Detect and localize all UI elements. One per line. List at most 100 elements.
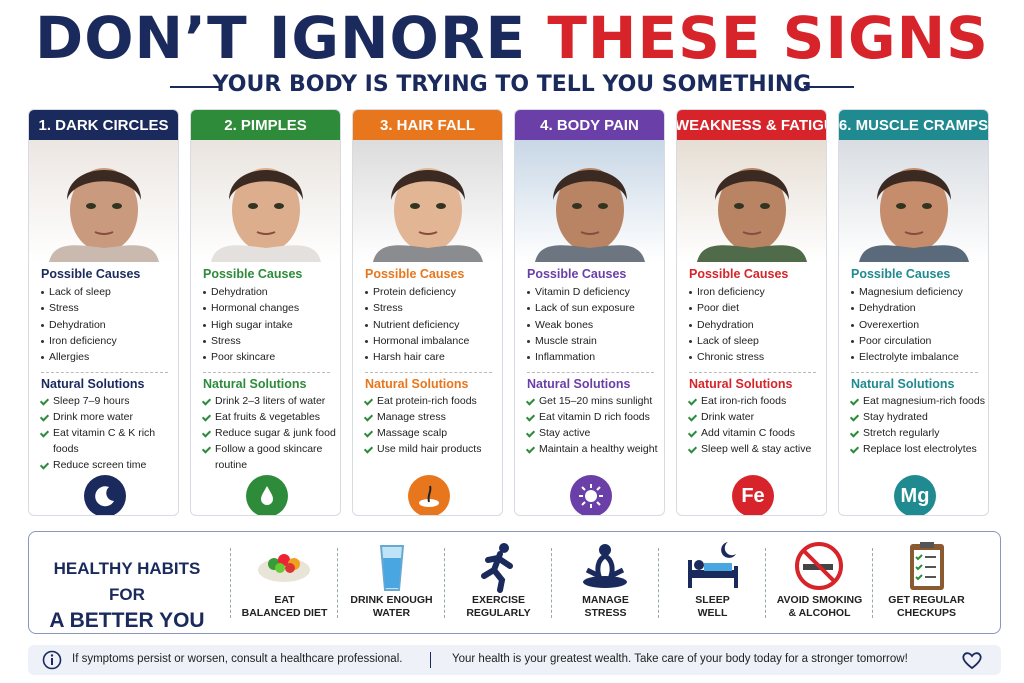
causes: Possible Causes Dehydration Hormonal chang… xyxy=(191,262,340,473)
divider xyxy=(230,548,231,618)
solution-item: Sleep 7–9 hours xyxy=(41,394,178,410)
habit-icon xyxy=(794,542,843,590)
solution-item: Eat iron-rich foods xyxy=(689,394,826,410)
habits-title-line: HEALTHY HABITS FOR xyxy=(53,559,201,604)
habits-title: HEALTHY HABITS FOR A BETTER YOU xyxy=(37,556,217,634)
card-icon xyxy=(84,475,126,515)
habit-label-line: MANAGE xyxy=(582,594,629,606)
cause-item: Vitamin D deficiency xyxy=(527,284,664,300)
habit-label: MANAGE STRESS xyxy=(553,594,658,620)
habit-label-line: SLEEP xyxy=(695,594,730,606)
footer-message: Your health is your greatest wealth. Tak… xyxy=(452,653,908,665)
cause-item: Iron deficiency xyxy=(689,284,826,300)
habit-label-line: EAT xyxy=(274,594,295,606)
card: 6. MUSCLE CRAMPS Possible Causes Magnesium… xyxy=(838,109,989,516)
solution-item: Reduce screen time xyxy=(41,458,178,474)
habit-label-line: WELL xyxy=(697,607,728,619)
card: 1. DARK CIRCLES Possible Causes Lack of sl… xyxy=(28,109,179,516)
separator xyxy=(689,372,816,374)
cause-item: Stress xyxy=(365,300,502,316)
card-icon: Fe xyxy=(732,475,774,515)
separator xyxy=(851,372,978,374)
cause-item: Stress xyxy=(41,300,178,316)
solution-item: Drink 2–3 liters of water xyxy=(203,394,340,410)
card: 2. PIMPLES Possible Causes Dehydration Horm… xyxy=(190,109,341,516)
solution-item: Massage scalp xyxy=(365,426,502,442)
habit: AVOID SMOKING & ALCOHOL xyxy=(767,532,872,632)
habit-label: EAT BALANCED DIET xyxy=(232,594,337,620)
solution-item: Get 15–20 mins sunlight xyxy=(527,394,664,410)
causes-heading: Possible Causes xyxy=(851,267,951,281)
solutions-heading: Natural Solutions xyxy=(527,377,631,392)
solution-item: Stay active xyxy=(527,426,664,442)
cause-item: Overexertion xyxy=(851,317,988,333)
solution-item: Eat fruits & vegetables xyxy=(203,410,340,426)
solution-item: Replace lost electrolytes xyxy=(851,442,988,458)
separator xyxy=(203,372,330,374)
solutions-heading: Natural Solutions xyxy=(41,377,145,392)
cause-item: Harsh hair care xyxy=(365,349,502,365)
cause-item: Dehydration xyxy=(203,284,340,300)
cause-item: Magnesium deficiency xyxy=(851,284,988,300)
habit-label: DRINK ENOUGH WATER xyxy=(339,594,444,620)
footer: If symptoms persist or worsen, consult a… xyxy=(28,645,1001,675)
divider xyxy=(658,548,659,618)
separator xyxy=(365,372,492,374)
solutions-heading: Natural Solutions xyxy=(203,377,307,392)
cause-item: Inflammation xyxy=(527,349,664,365)
habit-label-line: EXERCISE xyxy=(471,594,526,606)
habit-icon xyxy=(582,544,627,588)
card-icon xyxy=(408,475,450,515)
habit-label-line: GET REGULAR xyxy=(888,594,965,606)
habits-title-line: A BETTER YOU xyxy=(49,609,205,632)
solutions-heading: Natural Solutions xyxy=(851,377,955,392)
photo-illustration xyxy=(535,168,645,262)
habit: GET REGULAR CHECKUPS xyxy=(874,532,979,632)
habit: MANAGE STRESS xyxy=(553,532,658,632)
footer-note: If symptoms persist or worsen, consult a… xyxy=(72,653,403,665)
solution-item: Add vitamin C foods xyxy=(689,426,826,442)
solution-item: Maintain a healthy weight xyxy=(527,442,664,458)
habit-label-line: REGULARLY xyxy=(466,607,531,619)
card-header: 4. BODY PAIN xyxy=(515,110,664,140)
info-icon xyxy=(42,650,62,670)
causes: Possible Causes Protein deficiency Stress N… xyxy=(353,262,502,458)
causes-heading: Possible Causes xyxy=(203,267,303,281)
photo-illustration xyxy=(211,168,321,262)
cause-item: Muscle strain xyxy=(527,333,664,349)
cause-item: Dehydration xyxy=(851,300,988,316)
cause-item: Lack of sleep xyxy=(41,284,178,300)
causes-heading: Possible Causes xyxy=(365,267,465,281)
habit-label-line: DRINK ENOUGH xyxy=(350,594,433,606)
card: 5. WEAKNESS & FATIGUE Possible Causes Iron… xyxy=(676,109,827,516)
cause-item: Poor circulation xyxy=(851,333,988,349)
divider xyxy=(872,548,873,618)
cause-item: Protein deficiency xyxy=(365,284,502,300)
solution-item: Sleep well & stay active xyxy=(689,442,826,458)
card: 3. HAIR FALL Possible Causes Protein defic… xyxy=(352,109,503,516)
photo xyxy=(839,140,988,262)
divider xyxy=(765,548,766,618)
cause-item: Iron deficiency xyxy=(41,333,178,349)
cause-item: Allergies xyxy=(41,349,178,365)
causes: Possible Causes Magnesium deficiency Dehyd… xyxy=(839,262,988,458)
rule xyxy=(804,86,854,88)
solution-item: Drink more water xyxy=(41,410,178,426)
causes: Possible Causes Lack of sleep Stress Dehydr… xyxy=(29,262,178,473)
habit-label: AVOID SMOKING & ALCOHOL xyxy=(767,594,872,620)
habit: SLEEP WELL xyxy=(660,532,765,632)
photo xyxy=(29,140,178,262)
cause-item: Dehydration xyxy=(41,317,178,333)
habit: EAT BALANCED DIET xyxy=(232,532,337,632)
rule xyxy=(170,86,220,88)
solution-item: Reduce sugar & junk food xyxy=(203,426,340,442)
cause-item: Chronic stress xyxy=(689,349,826,365)
heart-icon xyxy=(962,652,982,670)
habit-label-line: & ALCOHOL xyxy=(788,607,851,619)
title-part: DON’T IGNORE xyxy=(35,4,527,72)
cause-item: Poor skincare xyxy=(203,349,340,365)
habit-label-line: AVOID SMOKING xyxy=(776,594,863,606)
habit-label: SLEEP WELL xyxy=(660,594,765,620)
habit: EXERCISE REGULARLY xyxy=(446,532,551,632)
